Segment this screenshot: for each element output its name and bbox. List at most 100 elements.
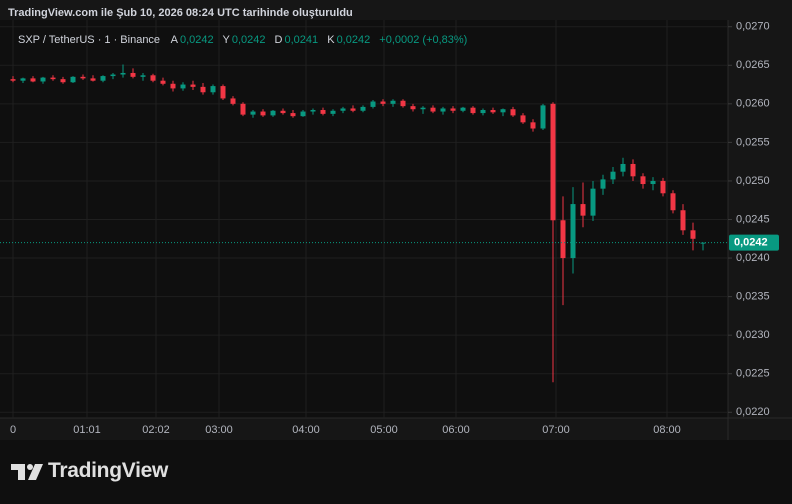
symbol: SXP / TetherUS · 1 · Binance (18, 34, 161, 46)
candle-body (260, 111, 266, 116)
candle-body (370, 101, 376, 107)
y-tick-label: 0,0255 (736, 136, 770, 148)
candle-body (680, 210, 686, 231)
candle-body (160, 80, 166, 84)
candle-body (100, 76, 106, 81)
x-tick-label: 06:00 (442, 424, 470, 436)
candle-body (120, 72, 126, 75)
candle-body (490, 109, 496, 113)
candle-body (300, 111, 306, 117)
candle-body (40, 77, 46, 82)
candle-body (410, 106, 416, 110)
candle-body (640, 176, 646, 185)
candle-body (340, 108, 346, 111)
candle-body (480, 109, 486, 114)
candle-body (330, 110, 336, 114)
candle-body (50, 77, 56, 80)
y-tick-label: 0,0270 (736, 21, 770, 33)
y-tick-label: 0,0230 (736, 329, 770, 341)
candles (0, 64, 728, 383)
x-tick-label: 03:00 (205, 424, 233, 436)
y-tick-label: 0,0245 (736, 213, 770, 225)
candle-body (20, 78, 26, 81)
candle-body (550, 103, 556, 221)
candle-body (610, 171, 616, 180)
candle-body (400, 100, 406, 107)
candle-body (240, 103, 246, 115)
candle-body (70, 76, 76, 83)
candle-body (390, 100, 396, 104)
y-tick-label: 0,0240 (736, 252, 770, 264)
candle-body (280, 110, 286, 114)
last-price-label: 0,0242 (734, 237, 768, 249)
candle-body (190, 84, 196, 87)
candle-body (230, 98, 236, 104)
x-tick-label: 05:00 (370, 424, 398, 436)
candle-body (170, 83, 176, 89)
y-tick-label: 0,0250 (736, 175, 770, 187)
ohlc-value: 0,0241 (284, 34, 319, 46)
candle-body (220, 86, 226, 99)
candle-body (380, 101, 386, 104)
candle-body (690, 230, 696, 239)
logo-icon (11, 464, 43, 480)
candle-body (60, 79, 66, 83)
candle-body (150, 75, 156, 81)
grid (0, 20, 728, 418)
candle-body (290, 113, 296, 117)
candle-body (460, 107, 466, 111)
x-tick-label: 02:02 (142, 424, 170, 436)
x-tick-label: 04:00 (292, 424, 320, 436)
ohlc-key: D (274, 34, 283, 46)
candle-body (580, 204, 586, 216)
ohlc-value: 0,0242 (179, 34, 214, 46)
candle-body (310, 109, 316, 112)
ohlc-key: Y (222, 34, 230, 46)
ohlc-key: A (170, 34, 178, 46)
candle-body (530, 122, 536, 129)
candle-body (30, 78, 36, 82)
candle-body (80, 76, 86, 79)
candle-body (540, 105, 546, 129)
x-tick-label: 08:00 (653, 424, 681, 436)
caption: TradingView.com ile Şub 10, 2026 08:24 U… (8, 7, 353, 19)
candle-body (440, 108, 446, 112)
candle-body (660, 180, 666, 194)
candle-body (140, 75, 146, 77)
candle-body (10, 79, 16, 81)
y-tick-label: 0,0220 (736, 406, 770, 418)
candle-body (510, 109, 516, 116)
candle-body (320, 109, 326, 114)
last-price-tag (729, 234, 779, 251)
candle-body (250, 111, 256, 115)
candle-body (360, 106, 366, 111)
candle-body (590, 188, 596, 216)
candle-body (110, 74, 116, 77)
candle-body (600, 179, 606, 189)
candle-body (470, 107, 476, 114)
candle-body (500, 109, 506, 113)
candle-body (420, 107, 426, 110)
legend: SXP / TetherUS · 1 · Binance A 0,0242 Y 0,… (18, 34, 473, 46)
axes: 0,0220 0,0225 0,0230 0,0235 0,0240 0,0245 0,02… (10, 21, 779, 436)
candle-body (90, 78, 96, 81)
candle-body (200, 86, 206, 93)
x-tick-label: 07:00 (542, 424, 570, 436)
candle-body (130, 72, 136, 77)
candle-body (430, 107, 436, 112)
change: +0,0002 (+0,83%) (379, 34, 468, 46)
ohlc-value: 0,0242 (231, 34, 266, 46)
ohlc-key: K (327, 34, 335, 46)
y-tick-label: 0,0235 (736, 291, 770, 303)
candle-body (630, 163, 636, 177)
x-tick-label: 0 (10, 424, 16, 436)
y-tick-label: 0,0225 (736, 368, 770, 380)
candle-body (670, 193, 676, 211)
candle-body (650, 180, 656, 185)
brand: TradingView (48, 459, 169, 482)
candle-body (450, 108, 456, 111)
candle-body (620, 163, 626, 172)
candle-body (210, 86, 216, 93)
